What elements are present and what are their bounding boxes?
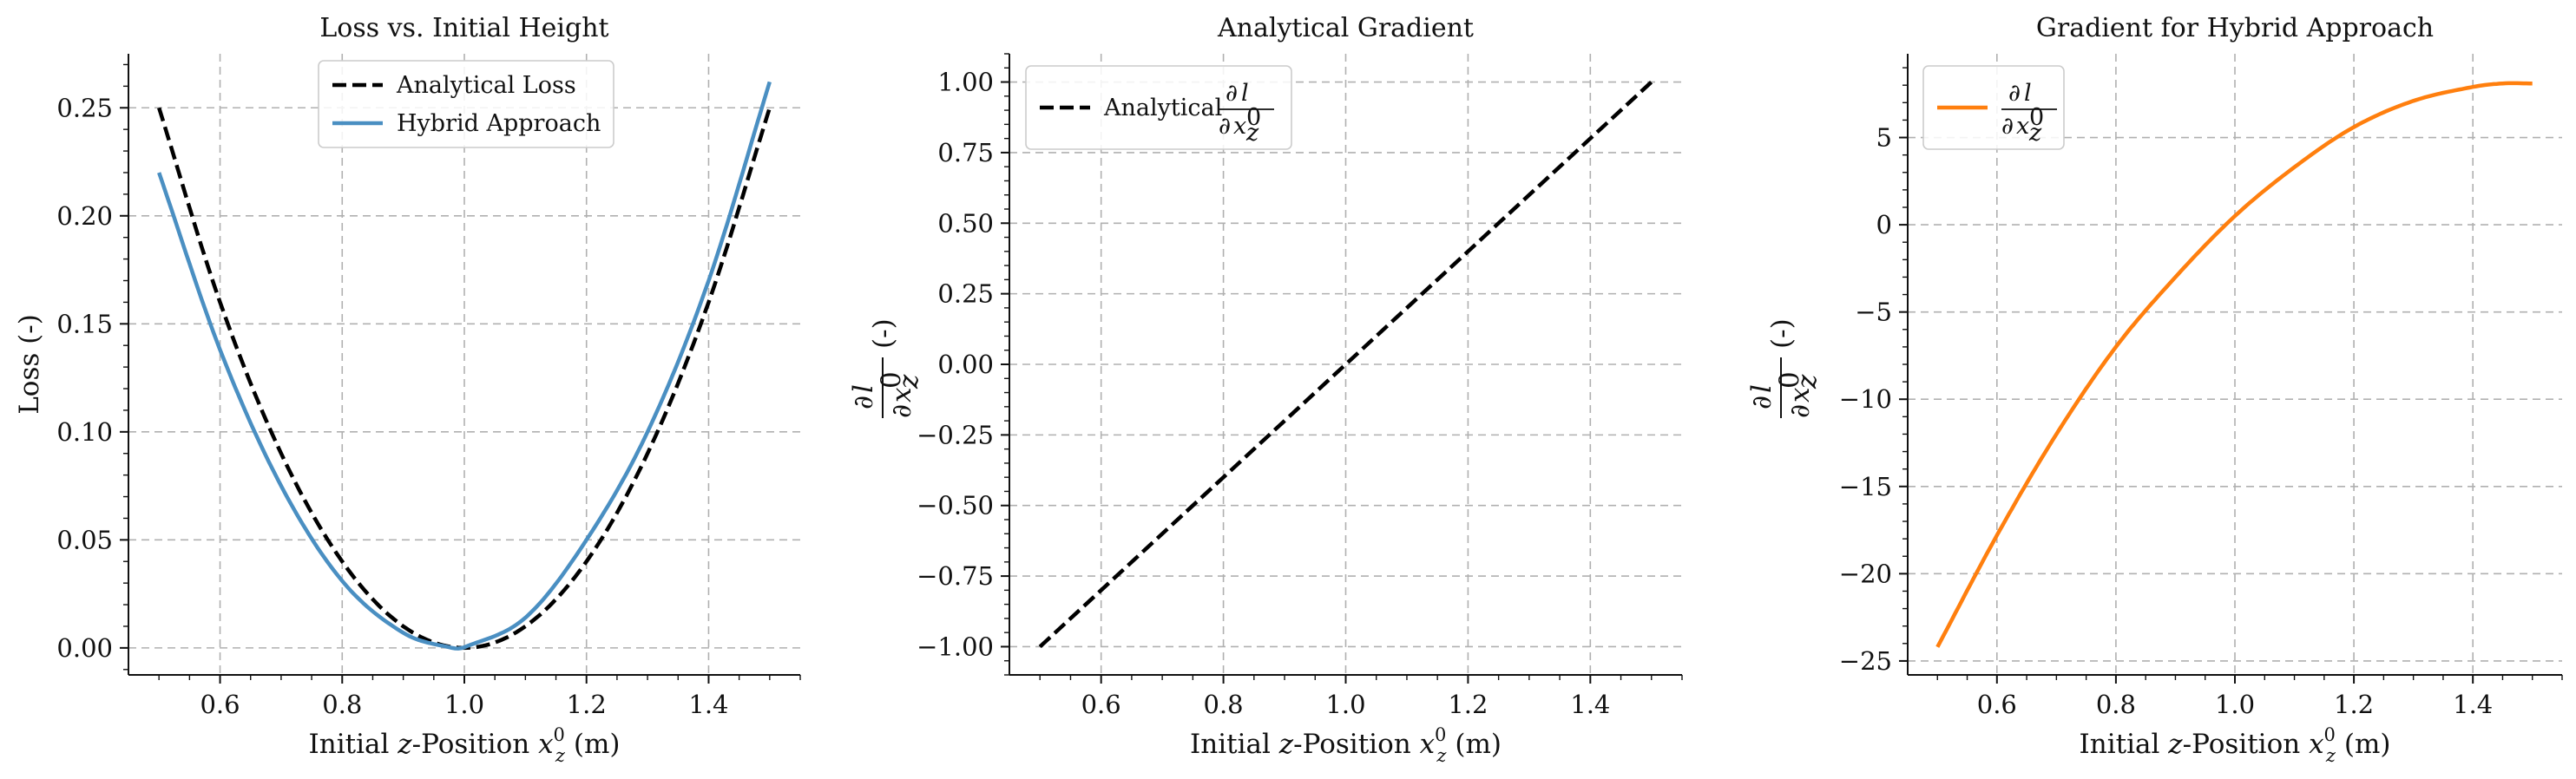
y-tick-label: 0.05 [56, 525, 113, 554]
y-label-partial-bottom: ∂ [1784, 404, 1816, 418]
legend-sup: 0 [2029, 104, 2044, 131]
x-axis-label: Initial z-Position x0 z (m) [1190, 724, 1502, 766]
chart-panel-2: 0.6 0.8 1.0 1.2 1.4 −1.00 −0.75 −0.50 −0.25 0.00 0… [848, 13, 1683, 766]
y-label-partial-bottom: ∂ [886, 404, 917, 418]
legend-partial-bottom: ∂ [1219, 113, 1231, 140]
legend-box [1922, 65, 2065, 150]
y-tick-label: 0.25 [56, 93, 113, 122]
legend-label-1: Analytical Loss [396, 72, 576, 99]
y-tick-label: −1.00 [917, 632, 994, 661]
x-tick-label: 0.8 [1204, 690, 1244, 719]
legend-l: l [1241, 80, 1249, 107]
y-tick-label: −25 [1839, 646, 1892, 676]
y-axis-label: ∂l∂x0z(-) [848, 318, 924, 418]
x-axis-label: Initial z-Position x0 z (m) [309, 724, 621, 766]
legend: ∂ l∂ x 0z [1922, 65, 2065, 150]
y-label-x: x [1784, 387, 1816, 403]
y-tick-label: 0.25 [937, 279, 994, 309]
legend-x: x [1233, 113, 1246, 140]
x-tick-label: 0.8 [2096, 690, 2136, 719]
legend-label-2: Hybrid Approach [397, 110, 601, 137]
legend-sup: 0 [1246, 104, 1261, 131]
x-tick-label: 1.2 [2334, 690, 2374, 719]
y-tick-label: −0.75 [917, 561, 994, 591]
chart-title: Gradient for Hybrid Approach [2036, 13, 2434, 43]
y-tick-label: 0.50 [937, 208, 994, 238]
legend-x: x [2016, 113, 2029, 140]
y-tick-label: −20 [1839, 559, 1892, 588]
legend: Analytical∂ l∂ x 0z [1025, 65, 1292, 150]
x-tick-label: 1.4 [1570, 690, 1610, 719]
x-tick-label: 1.4 [688, 690, 728, 719]
y-tick-label: 0.20 [56, 201, 113, 231]
y-label-sub: z [1791, 374, 1823, 390]
x-tick-label: 0.6 [200, 690, 240, 719]
legend-box [1025, 65, 1292, 150]
y-label-partial-top: ∂ [1746, 396, 1778, 409]
chart-title: Analytical Gradient [1217, 13, 1474, 43]
y-tick-label: 0.10 [56, 417, 113, 447]
x-tick-label: 1.0 [1325, 690, 1365, 719]
y-tick-label: 0.75 [937, 138, 994, 167]
legend-sub: z [1245, 120, 1259, 147]
x-tick-label: 1.4 [2453, 690, 2493, 719]
y-label-unit: (-) [1766, 318, 1797, 349]
y-tick-label: −15 [1839, 472, 1892, 501]
y-label-sup: 0 [1774, 371, 1805, 389]
x-tick-label: 0.6 [1081, 690, 1121, 719]
legend-box [318, 60, 614, 148]
x-tick-label: 0.6 [1977, 690, 2017, 719]
y-tick-label: −10 [1839, 384, 1892, 414]
legend-sub: z [2028, 120, 2042, 147]
legend: Analytical Loss Hybrid Approach [318, 60, 614, 148]
y-tick-label: 5 [1876, 123, 1892, 153]
legend-partial-top: ∂ [1226, 80, 1238, 107]
x-tick-label: 1.0 [444, 690, 484, 719]
y-label-partial-top: ∂ [848, 396, 879, 409]
y-axis-label: ∂l∂x0z(-) [1746, 318, 1823, 418]
series-line-2 [157, 81, 772, 651]
y-label-sub: z [893, 374, 924, 390]
legend-label-word: Analytical [1103, 95, 1222, 121]
chart-panel-1: 0.6 0.8 1.0 1.2 1.4 0.00 0.05 0.10 0.15 0.20 0.25 L… [14, 13, 801, 766]
y-tick-label: −0.50 [917, 491, 994, 520]
y-tick-label: 0.15 [56, 309, 113, 338]
y-axis-label: Loss (-) [14, 314, 45, 415]
y-label-sup: 0 [876, 371, 907, 389]
y-tick-label: −0.25 [917, 420, 994, 449]
x-tick-label: 1.0 [2215, 690, 2255, 719]
y-tick-label: −5 [1855, 298, 1892, 327]
y-tick-label: 0.00 [56, 633, 113, 663]
x-tick-label: 1.2 [567, 690, 607, 719]
x-tick-label: 1.2 [1448, 690, 1488, 719]
x-axis-label: Initial z-Position x0 z (m) [2080, 724, 2391, 766]
x-tick-label: 0.8 [322, 690, 362, 719]
y-axis-label-text: Loss (-) [14, 314, 45, 415]
chart-title: Loss vs. Initial Height [319, 13, 608, 43]
y-label-l: l [1746, 384, 1778, 393]
legend-partial-bottom: ∂ [2001, 113, 2014, 140]
y-tick-label: 0.00 [937, 350, 994, 379]
chart-panel-3: 0.6 0.8 1.0 1.2 1.4 −25 −20 −15 −10 −5 0 5 Gradient … [1746, 13, 2563, 766]
y-label-unit: (-) [868, 318, 899, 349]
legend-l: l [2024, 80, 2032, 107]
y-tick-label: 0 [1876, 210, 1892, 239]
y-label-l: l [848, 384, 879, 393]
legend-partial-top: ∂ [2008, 80, 2021, 107]
series-line-1 [1935, 81, 2533, 648]
y-label-x: x [886, 387, 917, 403]
y-tick-label: 1.00 [937, 68, 994, 97]
